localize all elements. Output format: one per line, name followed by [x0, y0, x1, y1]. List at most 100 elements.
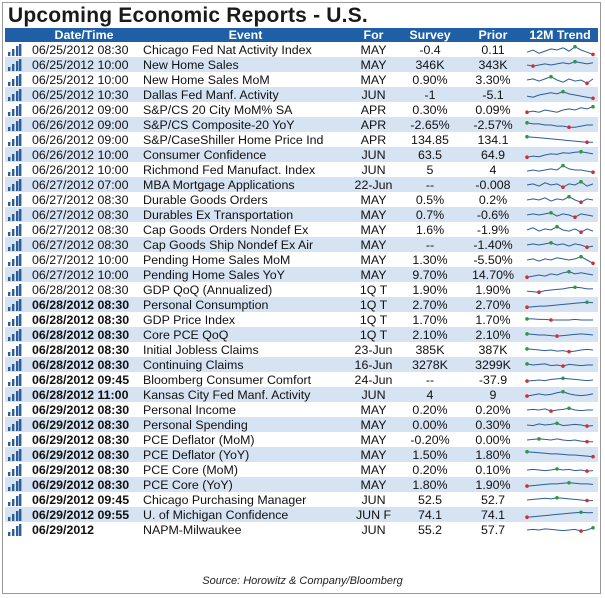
bar-chart-icon[interactable] — [5, 507, 28, 522]
row-for: 24-Jun — [354, 372, 393, 387]
bar-chart-icon[interactable] — [5, 477, 28, 492]
header-event: Event — [140, 28, 351, 42]
row-datetime: 06/28/2012 08:30 — [28, 297, 140, 312]
row-datetime: 06/29/2012 08:30 — [28, 417, 140, 432]
row-for: JUN — [361, 162, 386, 177]
sparkline — [522, 447, 598, 462]
row-survey: 134.85 — [411, 132, 449, 147]
bar-chart-icon[interactable] — [5, 117, 28, 132]
table-row: 06/25/2012 08:30 Chicago Fed Nat Activity… — [5, 42, 598, 57]
row-for: JUN — [351, 147, 396, 162]
sparkline — [522, 342, 598, 357]
bar-chart-icon[interactable] — [5, 267, 28, 282]
bar-chart-icon[interactable] — [5, 87, 28, 102]
row-survey: 1.70% — [412, 312, 448, 327]
bar-chart-icon[interactable] — [5, 297, 28, 312]
bar-chart-icon[interactable] — [5, 417, 28, 432]
row-event: Pending Home Sales YoY — [140, 267, 351, 282]
sparkline-series — [526, 60, 594, 67]
table-row: 06/28/2012 11:00 Kansas City Fed Manf. Ac… — [5, 387, 598, 402]
sparkline-low-point — [591, 454, 595, 458]
row-for: MAY — [351, 207, 396, 222]
bar-chart-icon[interactable] — [5, 237, 28, 252]
bar-chart-icon[interactable] — [5, 222, 28, 237]
bar-chart-icon[interactable] — [5, 372, 28, 387]
sparkline — [522, 42, 598, 57]
sparkline — [522, 357, 598, 372]
sparkline-series — [527, 317, 593, 320]
row-survey: 0.7% — [396, 207, 464, 222]
bar-chart-icon[interactable] — [5, 162, 28, 177]
sparkline-low-point — [525, 154, 529, 159]
sparkline-low-point — [579, 528, 583, 533]
bar-chart-icon[interactable] — [5, 462, 28, 477]
sparkline — [522, 417, 598, 432]
row-event: NAPM-Milwaukee — [143, 522, 242, 537]
sparkline-low-point — [585, 139, 589, 144]
bar-chart-icon[interactable] — [5, 282, 28, 297]
sparkline-low-point — [585, 498, 589, 502]
bar-chart-icon[interactable] — [5, 387, 28, 402]
bar-chart-icon[interactable] — [5, 522, 28, 537]
sparkline — [522, 57, 598, 72]
row-event: PCE Deflator (MoM) — [143, 432, 255, 447]
table-row: 06/28/2012 09:45 Bloomberg Consumer Comfo… — [5, 372, 598, 387]
row-survey: -- — [396, 177, 464, 192]
row-event: Core PCE QoQ — [140, 327, 351, 342]
row-prior: -0.008 — [464, 177, 522, 192]
bar-chart-icon[interactable] — [5, 432, 28, 447]
row-survey: 1.90% — [412, 282, 448, 297]
bar-chart-icon[interactable] — [5, 252, 28, 267]
sparkline-series — [526, 481, 594, 487]
row-for: JUN — [361, 522, 386, 537]
bar-chart-icon[interactable] — [5, 177, 28, 192]
row-survey: 5 — [426, 162, 434, 177]
row-prior: 2.70% — [464, 297, 522, 312]
bar-chart-icon[interactable] — [5, 72, 28, 87]
table-row: 06/29/2012 08:30 PCE Deflator (MoM) MAY -0.… — [5, 432, 598, 447]
row-event: Durable Goods Orders — [143, 192, 268, 207]
bar-chart-icon[interactable] — [5, 147, 28, 162]
sparkline — [522, 492, 598, 507]
bar-chart-icon[interactable] — [5, 102, 28, 117]
row-event: GDP QoQ (Annualized) — [143, 282, 273, 297]
sparkline-low-point — [579, 229, 583, 234]
row-event: Initial Jobless Claims — [143, 342, 259, 357]
bar-chart-icon[interactable] — [5, 357, 28, 372]
row-event: Durables Ex Transportation — [140, 207, 351, 222]
bar-chart-icon[interactable] — [5, 207, 28, 222]
row-event: New Home Sales MoM — [143, 72, 270, 87]
table-body: 06/25/2012 08:30 Chicago Fed Nat Activity… — [5, 42, 598, 537]
row-prior: 14.70% — [464, 267, 522, 282]
sparkline — [522, 237, 598, 252]
source-note: Source: Horowitz & Company/Bloomberg — [202, 575, 403, 587]
sparkline-low-point — [525, 514, 529, 519]
table-row: 06/27/2012 10:00 Pending Home Sales MoM MA… — [5, 252, 598, 267]
bar-chart-icon[interactable] — [5, 342, 28, 357]
row-prior: 0.00% — [475, 432, 511, 447]
row-prior: 1.90% — [475, 282, 511, 297]
bar-chart-icon[interactable] — [5, 327, 28, 342]
sparkline-low-point — [585, 468, 589, 473]
row-datetime: 06/27/2012 08:30 — [28, 237, 140, 252]
sparkline-high-point — [567, 269, 571, 273]
bar-chart-icon[interactable] — [5, 42, 28, 57]
sparkline-high-point — [525, 316, 529, 321]
row-survey: 1.80% — [396, 477, 464, 492]
bar-chart-icon[interactable] — [5, 492, 28, 507]
row-datetime: 06/29/2012 08:30 — [28, 447, 140, 462]
bar-chart-icon[interactable] — [5, 447, 28, 462]
row-survey: -1 — [396, 87, 464, 102]
row-prior: 1.90% — [464, 477, 522, 492]
row-survey: -- — [396, 237, 464, 252]
bar-chart-icon[interactable] — [5, 132, 28, 147]
header-datetime: Date/Time — [28, 28, 140, 42]
bar-chart-icon[interactable] — [5, 312, 28, 327]
bar-chart-icon[interactable] — [5, 192, 28, 207]
row-datetime: 06/27/2012 07:00 — [28, 177, 140, 192]
bar-chart-icon[interactable] — [5, 57, 28, 72]
sparkline-series — [526, 195, 594, 203]
bar-chart-icon[interactable] — [5, 402, 28, 417]
row-prior: 4 — [489, 162, 497, 177]
header-for: For — [351, 28, 396, 42]
